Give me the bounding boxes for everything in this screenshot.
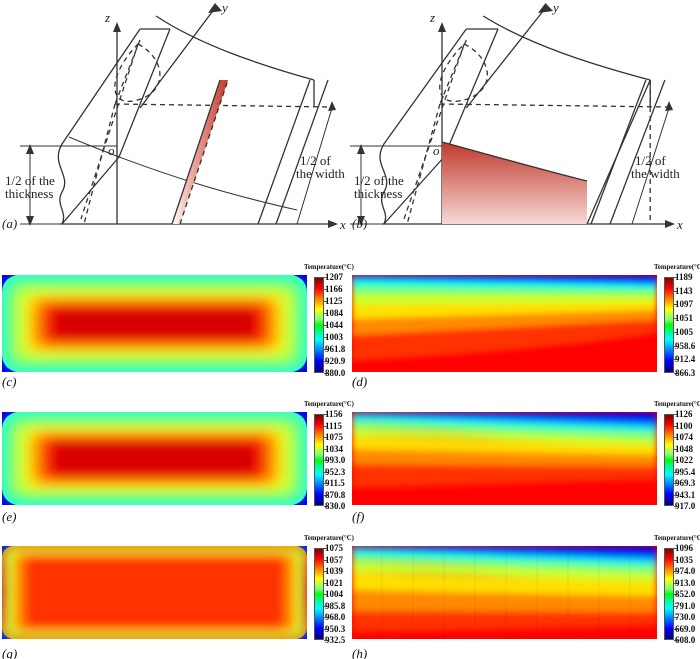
svg-text:x: x [339,217,346,230]
svg-text:x: x [676,217,683,230]
svg-text:thickness: thickness [354,186,402,201]
svg-text:z: z [429,10,435,25]
svg-text:z: z [104,10,110,25]
svg-text:the width: the width [631,166,680,181]
svg-text:thickness: thickness [5,186,53,201]
svg-text:the width: the width [296,166,345,181]
svg-text:o: o [108,143,115,158]
svg-text:(b): (b) [352,216,367,230]
svg-text:(a): (a) [2,216,17,230]
svg-text:o: o [433,143,440,158]
svg-text:y: y [220,0,228,15]
svg-text:y: y [551,0,559,15]
